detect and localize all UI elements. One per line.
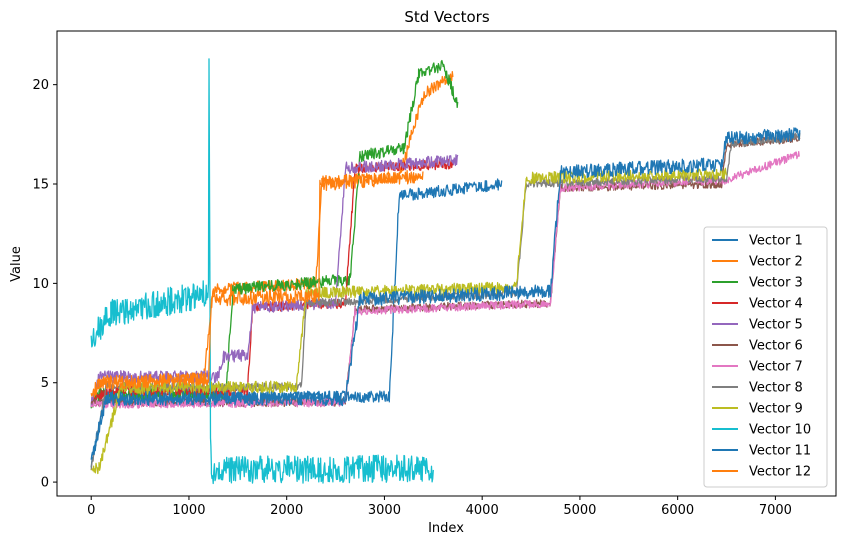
legend-label: Vector 7	[749, 360, 803, 375]
legend-label: Vector 1	[749, 234, 803, 249]
legend-label: Vector 3	[749, 276, 803, 291]
y-axis-label: Value	[9, 246, 24, 282]
legend-label: Vector 10	[749, 423, 811, 438]
plot-frame	[56, 30, 837, 497]
y-tick-label: 5	[41, 376, 49, 391]
x-tick-label: 6000	[661, 503, 694, 518]
legend: Vector 1 Vector 2 Vector 3 Vector 4 Vector 5…	[703, 226, 828, 488]
y-tick-label: 0	[41, 476, 49, 491]
series-line	[90, 151, 800, 409]
x-tick-label: 2000	[270, 503, 303, 518]
x-axis-label: Index	[428, 521, 464, 536]
legend-label: Vector 9	[749, 402, 803, 417]
legend-label: Vector 2	[749, 255, 803, 270]
chart-title: Std Vectors	[404, 8, 489, 26]
y-tick-label: 10	[32, 277, 49, 292]
x-tick-label: 4000	[466, 503, 499, 518]
x-tick-label: 7000	[759, 503, 792, 518]
y-tick-label: 20	[32, 78, 49, 93]
axis-ticks: 0 1000 2000 3000 4000 5000 6000 7000 0 5 10 15 20	[32, 78, 791, 518]
legend-label: Vector 11	[749, 444, 811, 459]
legend-box	[703, 226, 828, 488]
x-tick-label: 1000	[172, 503, 205, 518]
y-tick-label: 15	[32, 178, 49, 193]
series-line	[90, 58, 434, 485]
legend-label: Vector 8	[749, 381, 803, 396]
legend-label: Vector 6	[749, 339, 803, 354]
series-line	[90, 127, 801, 460]
legend-label: Vector 5	[749, 318, 803, 333]
series-lines	[90, 58, 801, 485]
legend-label: Vector 4	[749, 297, 803, 312]
legend-label: Vector 12	[749, 465, 811, 480]
x-tick-label: 0	[87, 503, 95, 518]
series-line	[90, 170, 424, 398]
x-tick-label: 3000	[368, 503, 401, 518]
x-tick-label: 5000	[563, 503, 596, 518]
